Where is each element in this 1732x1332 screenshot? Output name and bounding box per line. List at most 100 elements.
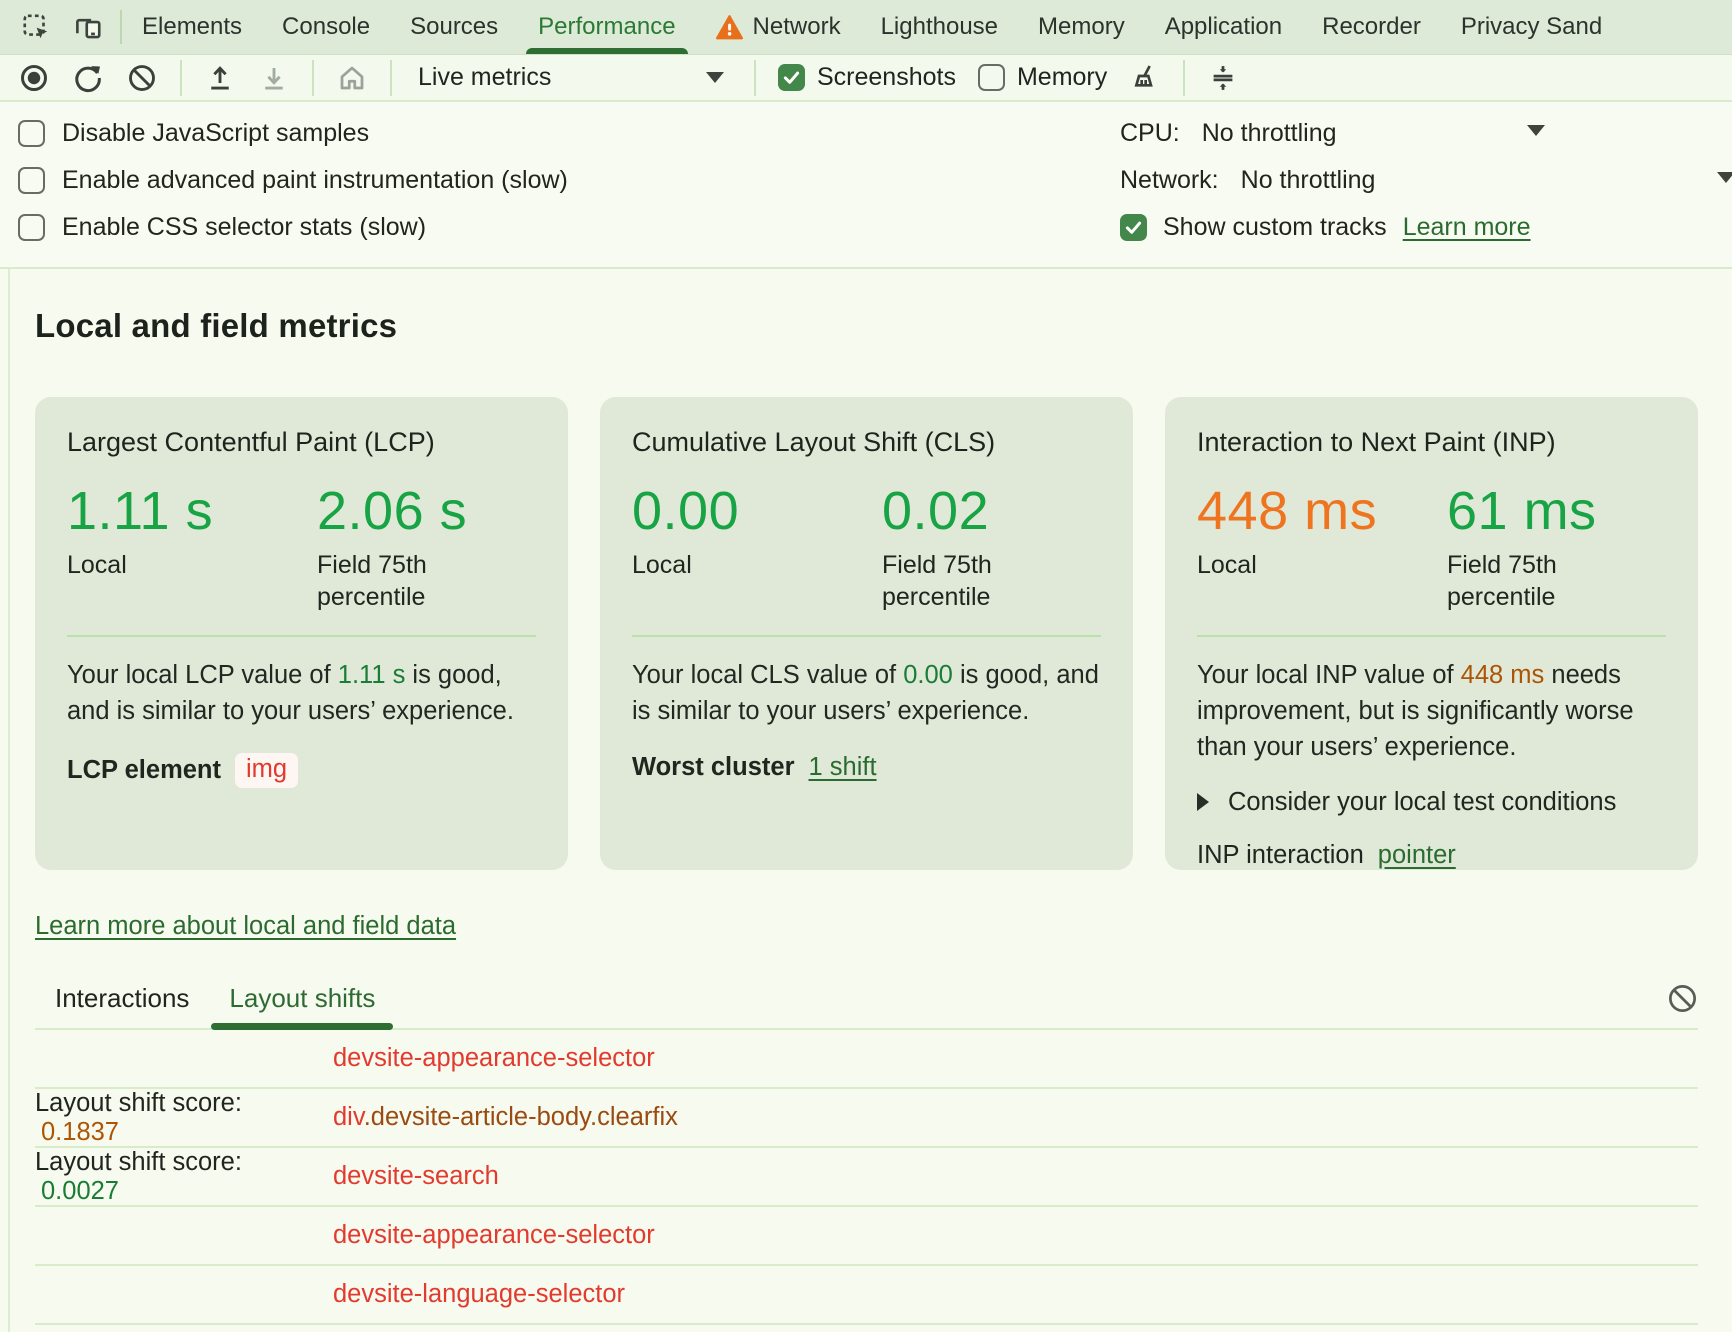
- chevron-down-icon[interactable]: [1717, 172, 1732, 183]
- layout-shifts-list: devsite-appearance-selector Layout shift…: [35, 1030, 1698, 1332]
- upload-profile-icon[interactable]: [204, 62, 236, 94]
- tab-recorder[interactable]: Recorder: [1322, 13, 1421, 40]
- tab-interactions[interactable]: Interactions: [55, 983, 190, 1013]
- cpu-throttling-row: CPU: No throttling: [1120, 110, 1732, 157]
- lcp-element-label: LCP element: [67, 756, 221, 785]
- inp-local-label: Local: [1197, 551, 1257, 579]
- advanced-paint-checkbox[interactable]: [18, 167, 45, 194]
- reload-record-button[interactable]: [72, 62, 104, 94]
- node-link[interactable]: devsite-language-selector: [333, 1280, 626, 1308]
- toolbar-separator: [180, 59, 182, 96]
- lcp-card-title: Largest Contentful Paint (LCP): [67, 427, 435, 457]
- cls-card-title: Cumulative Layout Shift (CLS): [632, 427, 996, 457]
- node-link[interactable]: div.devsite-article-body.clearfix: [333, 1103, 678, 1131]
- devtools-tabbar: Elements Console Sources Performance Net…: [0, 0, 1732, 55]
- network-label: Network:: [1120, 166, 1219, 194]
- tab-privacy-sandbox[interactable]: Privacy Sand: [1460, 13, 1603, 40]
- network-throttling-select[interactable]: No throttling: [1240, 166, 1376, 194]
- lcp-element-node-link[interactable]: img: [235, 753, 299, 789]
- tab-elements[interactable]: Elements: [142, 13, 243, 40]
- css-selector-stats-checkbox[interactable]: [18, 214, 45, 241]
- chevron-down-icon[interactable]: [1527, 125, 1545, 136]
- panel-left-border: [8, 102, 10, 1332]
- lcp-field-value: 2.06 s: [317, 481, 468, 541]
- table-row[interactable]: devsite-appearance-selector: [35, 1030, 1698, 1089]
- inp-card: Interaction to Next Paint (INP) 448 ms L…: [1165, 397, 1698, 870]
- toolbar-separator: [390, 59, 392, 96]
- tab-performance[interactable]: Performance: [518, 0, 695, 54]
- tab-layout-shifts[interactable]: Layout shifts: [209, 983, 395, 1030]
- learn-more-local-field-link[interactable]: Learn more about local and field data: [35, 912, 457, 940]
- css-selector-stats-label: Enable CSS selector stats (slow): [62, 213, 427, 241]
- live-metrics-select[interactable]: Live metrics: [414, 63, 732, 92]
- performance-toolbar: Live metrics Screenshots Memory: [0, 55, 1732, 102]
- card-divider: [67, 635, 536, 637]
- inp-field-value: 61 ms: [1447, 481, 1597, 541]
- node-link[interactable]: devsite-search: [333, 1162, 499, 1190]
- node-link[interactable]: devsite-appearance-selector: [333, 1044, 655, 1072]
- disclosure-triangle-icon: [1197, 793, 1209, 812]
- clear-button[interactable]: [126, 62, 158, 94]
- network-throttling-row: Network: No throttling: [1120, 157, 1732, 204]
- inspect-element-icon[interactable]: [20, 11, 52, 43]
- clear-log-icon[interactable]: [1667, 983, 1698, 1014]
- inp-interaction-link[interactable]: pointer: [1377, 840, 1456, 869]
- worst-cluster-link[interactable]: 1 shift: [808, 753, 877, 782]
- cpu-throttling-select[interactable]: No throttling: [1201, 119, 1337, 147]
- card-divider: [632, 635, 1101, 637]
- collect-garbage-icon[interactable]: [1207, 62, 1239, 94]
- show-custom-tracks-label: Show custom tracks: [1163, 213, 1387, 241]
- cls-field-value: 0.02: [882, 481, 990, 541]
- node-link[interactable]: devsite-appearance-selector: [333, 1221, 655, 1249]
- cls-local-value: 0.00: [632, 481, 740, 541]
- memory-label: Memory: [1016, 63, 1108, 91]
- inp-card-title: Interaction to Next Paint (INP): [1197, 427, 1556, 457]
- card-divider: [1197, 635, 1666, 637]
- cls-field-label: Field 75th percentile: [882, 551, 992, 611]
- layout-shift-score-value: 0.1837: [41, 1117, 119, 1146]
- gc-broom-icon[interactable]: [1129, 62, 1161, 94]
- memory-checkbox[interactable]: [977, 64, 1005, 91]
- toolbar-separator: [754, 59, 756, 96]
- lcp-local-label: Local: [67, 551, 127, 579]
- table-row[interactable]: devsite-appearance-selector: [35, 1207, 1698, 1266]
- layout-shift-score-label: Layout shift score:: [35, 1147, 242, 1176]
- record-button[interactable]: [18, 62, 50, 94]
- tab-memory[interactable]: Memory: [1038, 13, 1125, 40]
- tab-lighthouse[interactable]: Lighthouse: [880, 13, 999, 40]
- download-profile-icon[interactable]: [258, 62, 290, 94]
- tabbar-separator: [120, 10, 122, 44]
- table-row[interactable]: Layout shift score: 0.0027 devsite-searc…: [35, 1148, 1698, 1207]
- tab-sources[interactable]: Sources: [410, 13, 499, 40]
- lcp-field-label: Field 75th percentile: [317, 551, 427, 611]
- inp-local-value: 448 ms: [1197, 481, 1378, 541]
- table-row[interactable]: devsite-language-selector: [35, 1266, 1698, 1325]
- disable-js-samples-checkbox[interactable]: [18, 120, 45, 147]
- local-test-conditions-disclosure[interactable]: Consider your local test conditions: [1197, 788, 1666, 817]
- disable-js-samples-label: Disable JavaScript samples: [62, 119, 370, 147]
- worst-cluster-label: Worst cluster: [632, 753, 795, 782]
- toolbar-separator: [312, 59, 314, 96]
- tab-application[interactable]: Application: [1164, 13, 1283, 40]
- tab-network[interactable]: Network: [696, 0, 861, 54]
- show-custom-tracks-checkbox[interactable]: [1120, 214, 1147, 241]
- device-toolbar-icon[interactable]: [72, 11, 104, 43]
- lcp-description: Your local LCP value of 1.11 s is good, …: [67, 661, 514, 726]
- layout-shift-score-label: Layout shift score:: [35, 1088, 242, 1117]
- home-icon[interactable]: [336, 62, 368, 94]
- toolbar-separator: [1183, 59, 1186, 96]
- learn-more-link[interactable]: Learn more: [1402, 213, 1531, 241]
- inp-field-label: Field 75th percentile: [1447, 551, 1557, 611]
- inp-interaction-label: INP interaction: [1197, 840, 1364, 869]
- table-row[interactable]: Layout shift score: 0.1837 div.devsite-a…: [35, 1089, 1698, 1148]
- screenshots-label: Screenshots: [817, 63, 956, 91]
- cls-local-label: Local: [632, 551, 692, 579]
- cls-description: Your local CLS value of 0.00 is good, an…: [632, 661, 1099, 726]
- inp-description: Your local INP value of 448 ms needs imp…: [1197, 661, 1634, 762]
- lcp-card: Largest Contentful Paint (LCP) 1.11 s Lo…: [35, 397, 568, 870]
- warning-icon: [715, 14, 743, 40]
- screenshots-checkbox[interactable]: [778, 64, 805, 91]
- tab-console[interactable]: Console: [282, 13, 371, 40]
- table-row[interactable]: div.devsite-floating-action-buttons: [35, 1325, 1698, 1332]
- chevron-down-icon: [706, 72, 724, 83]
